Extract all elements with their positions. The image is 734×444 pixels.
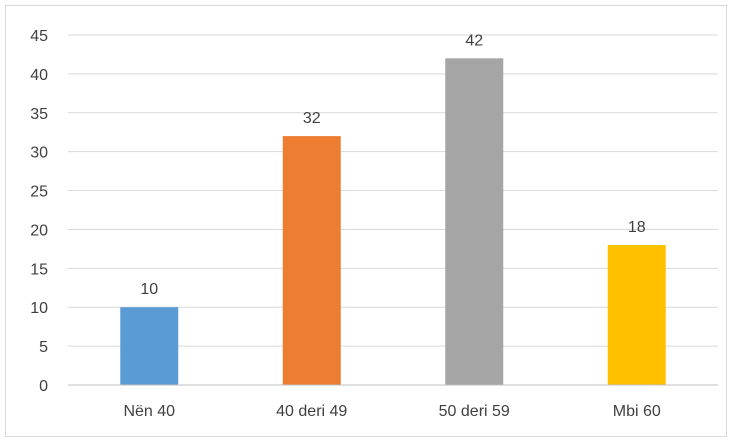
y-tick-label: 40 — [30, 67, 48, 84]
x-category-label: Nën 40 — [123, 403, 175, 420]
bar — [607, 245, 666, 385]
x-category-label: 50 deri 59 — [439, 403, 510, 420]
data-label: 32 — [303, 110, 321, 127]
x-axis-categories: Nën 40 40 deri 49 50 deri 59 Mbi 60 — [123, 403, 660, 420]
x-category-label: Mbi 60 — [613, 403, 661, 420]
y-tick-label: 15 — [30, 261, 48, 278]
y-tick-label: 25 — [30, 184, 48, 201]
data-label: 18 — [628, 219, 646, 236]
y-tick-label: 0 — [39, 378, 48, 395]
data-labels: 10 32 42 18 — [140, 32, 645, 298]
bar — [282, 136, 341, 385]
bar — [445, 58, 504, 385]
y-tick-label: 30 — [30, 145, 48, 162]
y-tick-label: 20 — [30, 222, 48, 239]
y-tick-label: 10 — [30, 300, 48, 317]
y-axis-ticks: 0 5 10 15 20 25 30 35 40 45 — [30, 28, 48, 395]
y-tick-label: 35 — [30, 106, 48, 123]
y-tick-label: 5 — [39, 339, 48, 356]
data-label: 42 — [465, 32, 483, 49]
bars — [120, 58, 666, 385]
bar — [120, 307, 179, 385]
x-category-label: 40 deri 49 — [276, 403, 347, 420]
y-tick-label: 45 — [30, 28, 48, 45]
data-label: 10 — [140, 281, 158, 298]
